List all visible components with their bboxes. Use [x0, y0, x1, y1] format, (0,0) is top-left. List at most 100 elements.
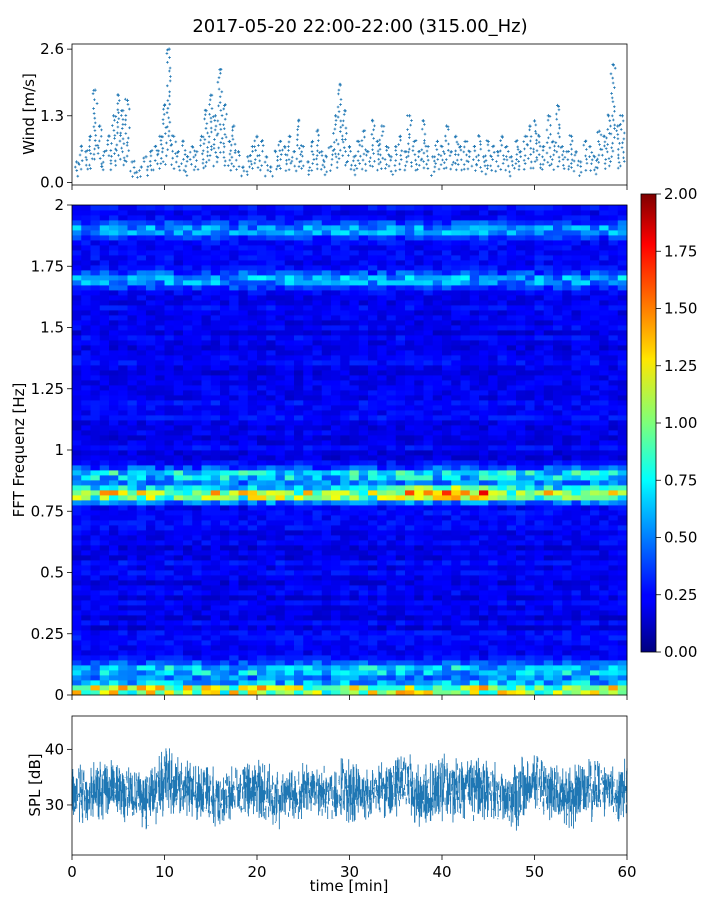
heatmap-cell [220, 420, 230, 426]
heatmap-cell [155, 560, 165, 566]
heatmap-cell [109, 605, 119, 611]
heatmap-cell [599, 425, 609, 431]
heatmap-cell [405, 520, 415, 526]
heatmap-cell [368, 540, 378, 546]
heatmap-cell [247, 545, 258, 551]
heatmap-cell [284, 495, 295, 501]
wind-point [548, 164, 552, 167]
heatmap-cell [303, 560, 313, 566]
heatmap-cell [488, 425, 498, 431]
heatmap-cell [99, 640, 110, 646]
heatmap-cell [238, 625, 249, 631]
heatmap-cell [72, 545, 82, 551]
wind-point [372, 152, 375, 155]
wind-point [601, 153, 604, 157]
heatmap-cell [377, 440, 387, 446]
heatmap-cell [617, 490, 628, 496]
heatmap-cell [442, 540, 452, 546]
heatmap-cell [266, 415, 276, 421]
heatmap-cell [321, 390, 332, 396]
heatmap-cell [488, 440, 498, 446]
heatmap-cell [127, 385, 138, 391]
heatmap-cell [201, 390, 212, 396]
heatmap-cell [414, 410, 424, 416]
heatmap-cell [247, 575, 258, 581]
heatmap-cell [238, 600, 249, 606]
heatmap-cell [312, 450, 323, 456]
heatmap-cell [247, 540, 258, 546]
wind-point [611, 81, 615, 85]
heatmap-cell [201, 555, 212, 561]
heatmap-cell [562, 575, 572, 581]
heatmap-cell [395, 600, 406, 606]
heatmap-cell [72, 635, 82, 641]
heatmap-cell [136, 690, 147, 696]
heatmap-cell [423, 525, 434, 531]
wind-point [426, 167, 430, 170]
heatmap-cell [451, 685, 461, 691]
heatmap-cell [423, 665, 434, 671]
wind-point [422, 141, 426, 145]
heatmap-cell [358, 495, 369, 501]
heatmap-cell [210, 545, 221, 551]
wind-point [315, 144, 319, 147]
heatmap-cell [331, 620, 341, 626]
heatmap-cell [469, 455, 480, 461]
wind-point [348, 146, 351, 149]
heatmap-cell [497, 645, 508, 651]
heatmap-cell [294, 655, 304, 661]
wind-point [355, 139, 359, 143]
heatmap-cell [257, 470, 267, 476]
heatmap-cell [599, 485, 609, 491]
heatmap-cell [155, 465, 165, 471]
heatmap-cell [192, 580, 202, 586]
heatmap-cell [349, 595, 360, 601]
heatmap-cell [210, 435, 221, 441]
heatmap-cell [210, 475, 221, 481]
wind-point [331, 153, 334, 157]
heatmap-cell [72, 390, 82, 396]
heatmap-cell [90, 500, 101, 506]
heatmap-cell [220, 380, 230, 386]
heatmap-cell [349, 515, 360, 521]
heatmap-cell [90, 560, 101, 566]
heatmap-cell [617, 500, 628, 506]
wind-point [371, 148, 374, 152]
heatmap-cell [571, 595, 582, 601]
heatmap-cell [349, 420, 360, 426]
heatmap-cell [155, 675, 165, 681]
wind-point [618, 141, 621, 145]
heatmap-cell [136, 550, 147, 556]
heatmap-cell [303, 415, 313, 421]
heatmap-cell [469, 640, 480, 646]
heatmap-cell [349, 480, 360, 486]
heatmap-cell [358, 660, 369, 666]
heatmap-cell [257, 510, 267, 516]
heatmap-cell [386, 640, 397, 646]
heatmap-cell [451, 675, 461, 681]
heatmap-cell [368, 580, 378, 586]
wind-point [175, 155, 179, 158]
heatmap-cell [99, 425, 110, 431]
heatmap-cell [266, 510, 276, 516]
heatmap-cell [229, 400, 239, 406]
wind-point [116, 102, 120, 105]
heatmap-cell [599, 385, 609, 391]
heatmap-cell [553, 505, 563, 511]
heatmap-cell [368, 495, 378, 501]
heatmap-cell [192, 465, 202, 471]
heatmap-cell [497, 465, 508, 471]
heatmap-cell [608, 480, 619, 486]
heatmap-cell [423, 625, 434, 631]
heatmap-cell [247, 640, 258, 646]
heatmap-cell [553, 550, 563, 556]
heatmap-cell [534, 550, 545, 556]
heatmap-cell [312, 630, 323, 636]
wind-point [251, 149, 254, 153]
heatmap-cell [368, 610, 378, 616]
heatmap-cell [562, 595, 572, 601]
heatmap-cell [377, 595, 387, 601]
heatmap-cell [275, 525, 286, 531]
heatmap-cell [312, 545, 323, 551]
wind-point [606, 143, 609, 146]
